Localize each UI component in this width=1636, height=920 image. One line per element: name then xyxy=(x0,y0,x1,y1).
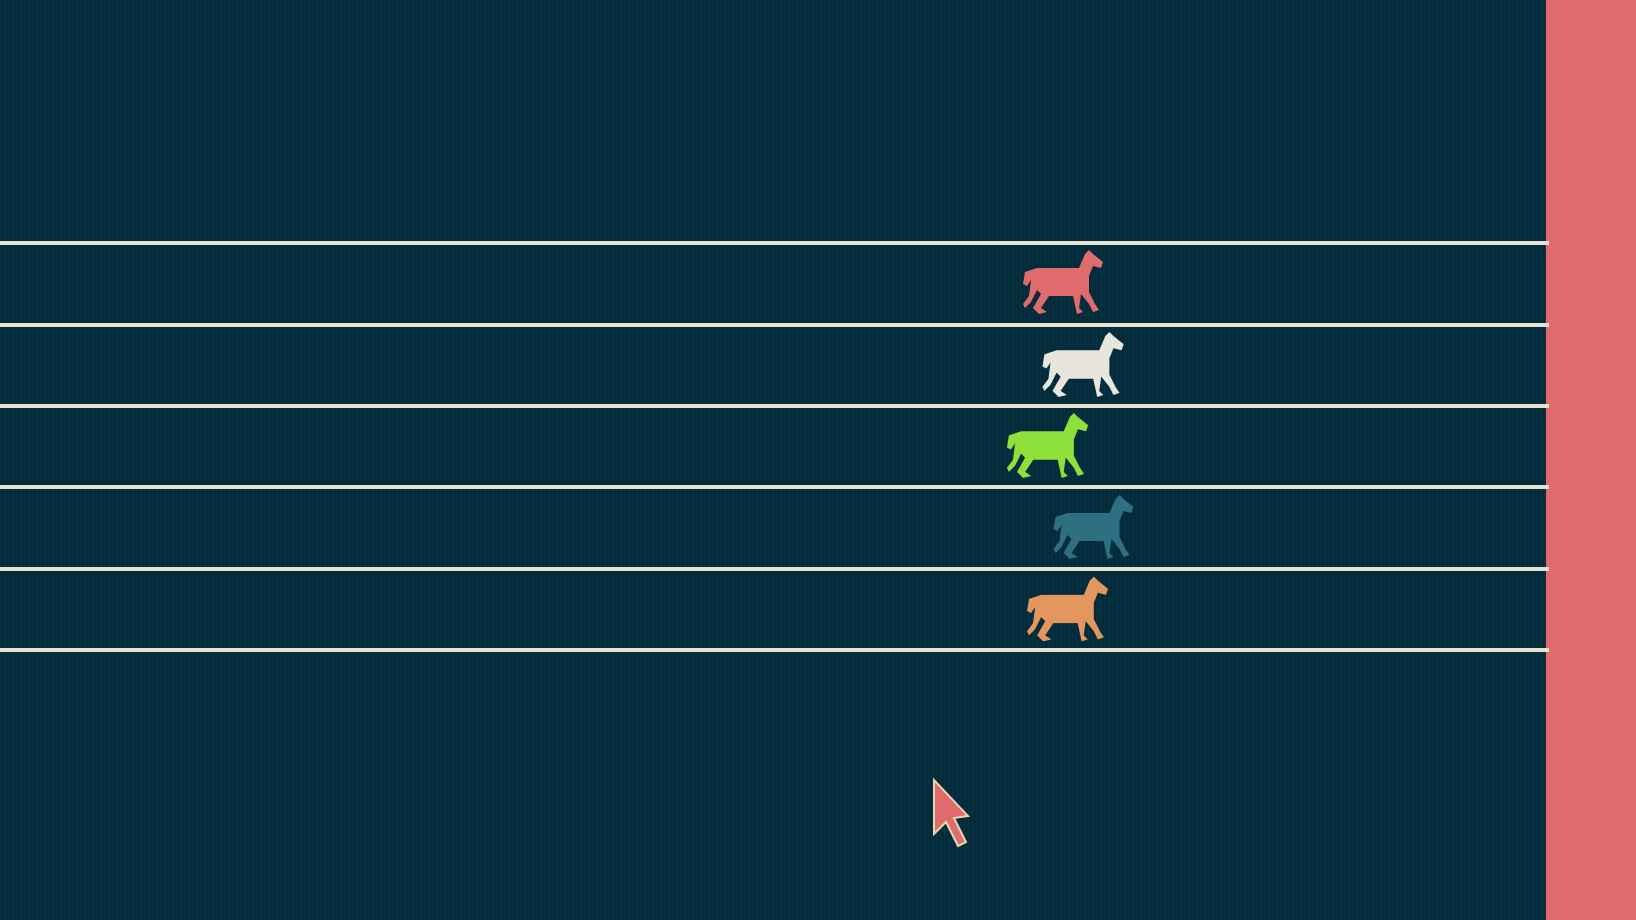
cursor xyxy=(933,777,971,848)
lane-lines xyxy=(0,241,1549,652)
finish-band xyxy=(1546,0,1636,920)
